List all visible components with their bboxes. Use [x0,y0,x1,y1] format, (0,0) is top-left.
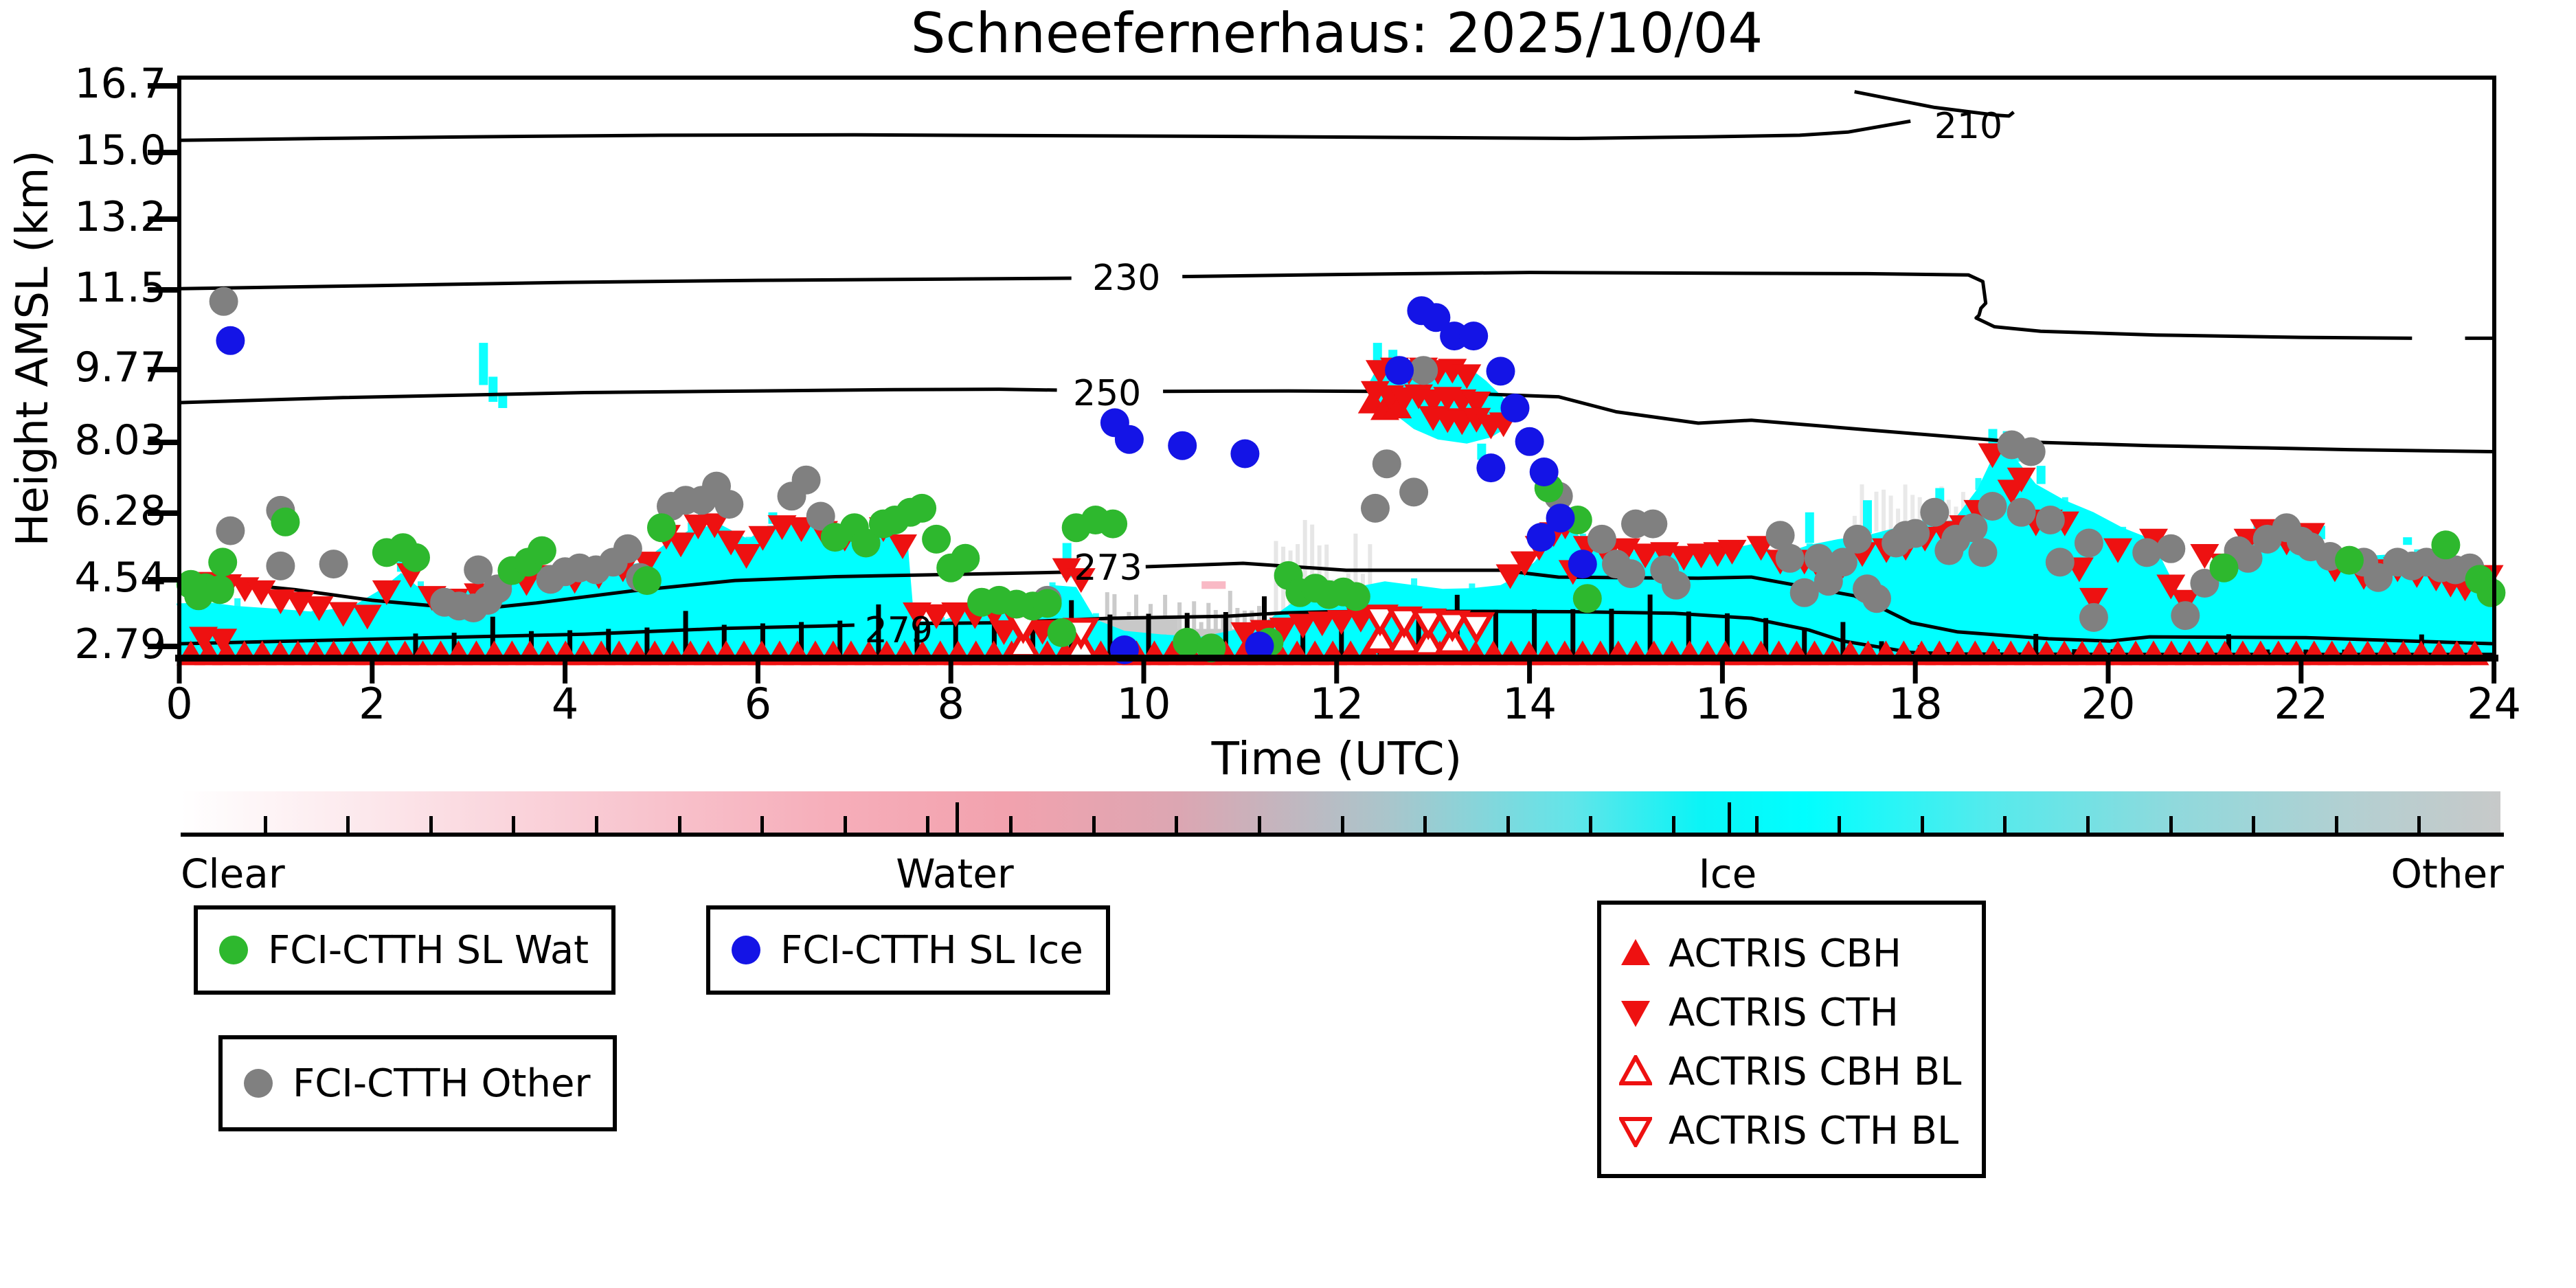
x-tick-label: 12 [1309,679,1364,729]
colorbar-major-tick [955,802,959,833]
colorbar-minor-tick [1920,816,1924,833]
other-dot-icon [240,1067,276,1100]
cth-bl-triangle-icon [1618,1114,1653,1147]
legend-label-other: FCI-CTTH Other [293,1061,591,1106]
colorbar-minor-tick [595,816,599,833]
legend-label-sl-wat: FCI-CTTH SL Wat [268,927,589,973]
legend-box-sl-wat: FCI-CTTH SL Wat [194,905,615,995]
legend-label-cth-bl: ACTRIS CTH BL [1669,1108,1959,1153]
colorbar-minor-tick [512,816,516,833]
y-tick-label: 15.0 [74,126,166,175]
y-tick-label: 16.7 [74,60,166,109]
y-tick-label: 11.5 [74,264,166,313]
colorbar-minor-tick [677,816,681,833]
colorbar-minor-tick [1340,816,1344,833]
colorbar-minor-tick [1092,816,1096,833]
y-tick-label: 9.77 [74,343,166,392]
page-title: Schneefernerhaus: 2025/10/04 [910,1,1763,65]
colorbar-minor-tick [2252,816,2256,833]
x-tick-label: 20 [2081,679,2136,729]
contour-label-210: 210 [1934,106,2003,148]
contour-label-273: 273 [1074,547,1142,589]
colorbar-minor-tick [1257,816,1261,833]
x-tick-label: 6 [744,679,772,729]
contour-label-250: 250 [1073,372,1142,414]
colorbar-minor-tick [1754,816,1759,833]
x-tick-label: 14 [1502,679,1557,729]
colorbar-minor-tick [1506,816,1510,833]
y-axis-label: Height AMSL (km) [8,150,58,547]
x-tick-label: 0 [166,679,193,729]
colorbar-axis [181,833,2504,837]
legend-box-sl-ice: FCI-CTTH SL Ice [706,905,1110,995]
colorbar-minor-tick [2169,816,2173,833]
colorbar-minor-tick [2417,816,2421,833]
legend-box-other: FCI-CTTH Other [218,1035,617,1131]
legend-label-cth: ACTRIS CTH [1669,990,1899,1035]
colorbar-minor-tick [1009,816,1013,833]
x-tick-label: 4 [551,679,579,729]
x-axis-label: Time (UTC) [1211,732,1462,785]
y-tick-label: 2.79 [74,620,166,669]
colorbar-minor-tick [263,816,267,833]
colorbar-minor-tick [1175,816,1179,833]
colorbar-major-tick [1728,802,1732,833]
x-tick-label: 18 [1888,679,1943,729]
colorbar-minor-tick [2003,816,2007,833]
y-tick-label: 6.28 [74,487,166,536]
sl-ice-dot-icon [728,934,764,967]
sl-wat-dot-icon [216,934,251,967]
x-tick-label: 24 [2467,679,2522,729]
colorbar-label-clear: Clear [181,850,285,897]
legend-label-cbh: ACTRIS CBH [1669,931,1902,976]
colorbar-minor-tick [2334,816,2338,833]
colorbar-minor-tick [843,816,847,833]
x-tick-label: 10 [1116,679,1171,729]
y-tick-label: 13.2 [74,193,166,242]
contour-label-279: 279 [864,610,934,652]
colorbar-minor-tick [926,816,930,833]
colorbar-label-other: Other [2391,850,2504,897]
y-tick-label: 4.54 [74,554,166,602]
colorbar-minor-tick [429,816,433,833]
x-tick-label: 22 [2274,679,2329,729]
legend-box-actris: ACTRIS CBH ACTRIS CTH ACTRIS CBH BL ACTR… [1597,901,1986,1178]
contour-label-230: 230 [1092,258,1161,300]
colorbar-minor-tick [1838,816,1842,833]
cth-triangle-icon [1618,996,1653,1029]
colorbar-minor-tick [346,816,350,833]
legend-label-sl-ice: FCI-CTTH SL Ice [780,927,1083,973]
colorbar-minor-tick [1423,816,1427,833]
legend-label-cbh-bl: ACTRIS CBH BL [1669,1049,1962,1094]
x-tick-label: 8 [937,679,964,729]
colorbar-minor-tick [1589,816,1593,833]
y-tick-label: 8.03 [74,416,166,465]
cbh-bl-triangle-icon [1618,1055,1653,1088]
colorbar-label-ice: Ice [1698,850,1757,897]
cbh-triangle-icon [1618,937,1653,970]
x-tick-label: 2 [359,679,386,729]
colorbar-minor-tick [1671,816,1675,833]
colorbar-label-water: Water [896,850,1014,897]
colorbar-minor-tick [2086,816,2090,833]
colorbar-minor-tick [760,816,765,833]
x-tick-label: 16 [1695,679,1750,729]
